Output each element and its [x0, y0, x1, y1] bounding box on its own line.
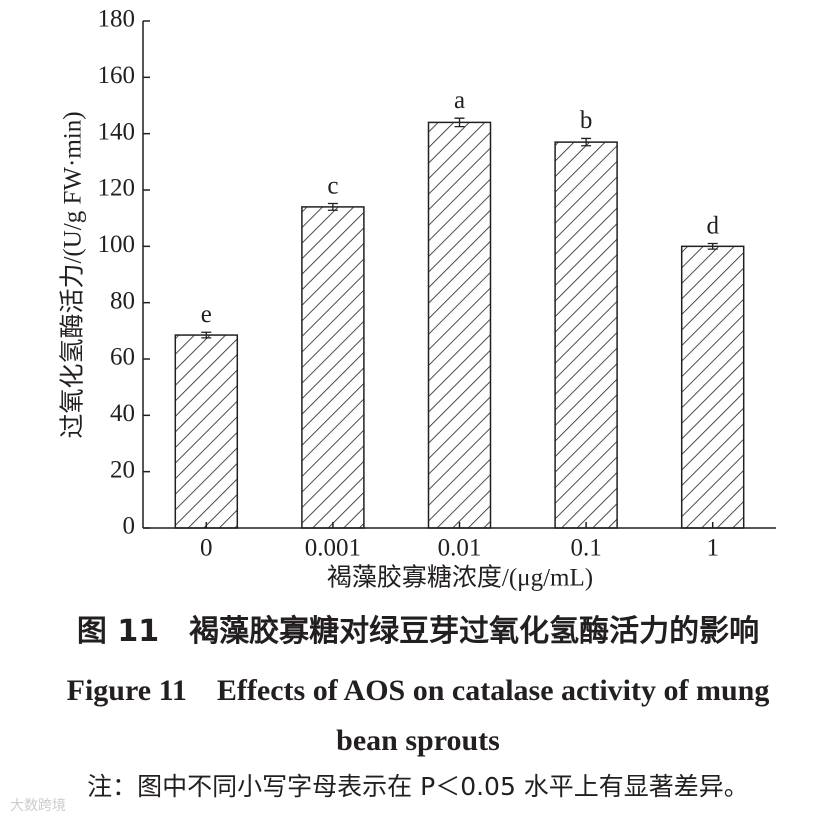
y-tick-label: 120 — [98, 175, 136, 202]
note: 注：图中不同小写字母表示在 P＜0.05 水平上有显著差异。 — [87, 772, 749, 801]
y-tick-label: 180 — [98, 6, 136, 33]
y-tick-label: 80 — [110, 287, 135, 314]
error-bar — [707, 242, 718, 250]
error-bar — [581, 137, 592, 147]
watermark: 大数跨境 — [10, 798, 66, 814]
error-bar — [327, 202, 338, 211]
x-tick-label: 0 — [200, 535, 213, 562]
bar — [680, 245, 745, 529]
error-bar — [201, 331, 212, 339]
caption-en: bean sprouts — [336, 724, 500, 757]
y-tick-label: 20 — [110, 456, 135, 483]
caption-cn: 图 11 褐藻胶寡糖对绿豆芽过氧化氢酶活力的影响 — [77, 614, 759, 649]
significance-letter: b — [580, 107, 593, 134]
x-tick-label: 1 — [706, 535, 719, 562]
y-tick-label: 140 — [98, 118, 136, 145]
significance-letter: a — [454, 87, 465, 114]
y-tick-label: 60 — [110, 344, 135, 371]
significance-letter: d — [706, 212, 719, 239]
y-tick-label: 40 — [110, 400, 135, 427]
x-axis-label: 褐藻胶寡糖浓度/(μg/mL) — [327, 564, 593, 592]
y-tick-label: 0 — [123, 513, 136, 540]
bar — [427, 121, 492, 529]
significance-letter: c — [327, 172, 338, 199]
x-tick-label: 0.001 — [305, 535, 361, 562]
caption-en: Figure 11 Effects of AOS on catalase act… — [67, 674, 770, 707]
bar — [174, 334, 239, 529]
y-axis-label: 过氧化氢酶活力/(U/g FW·min) — [59, 111, 87, 438]
y-tick-label: 100 — [98, 231, 136, 258]
significance-letter: e — [201, 301, 212, 328]
y-tick-label: 160 — [98, 62, 136, 89]
x-tick-label: 0.01 — [438, 535, 482, 562]
bar — [554, 141, 618, 529]
error-bar — [454, 117, 465, 128]
bar — [301, 206, 365, 529]
x-tick-label: 0.1 — [570, 535, 601, 562]
